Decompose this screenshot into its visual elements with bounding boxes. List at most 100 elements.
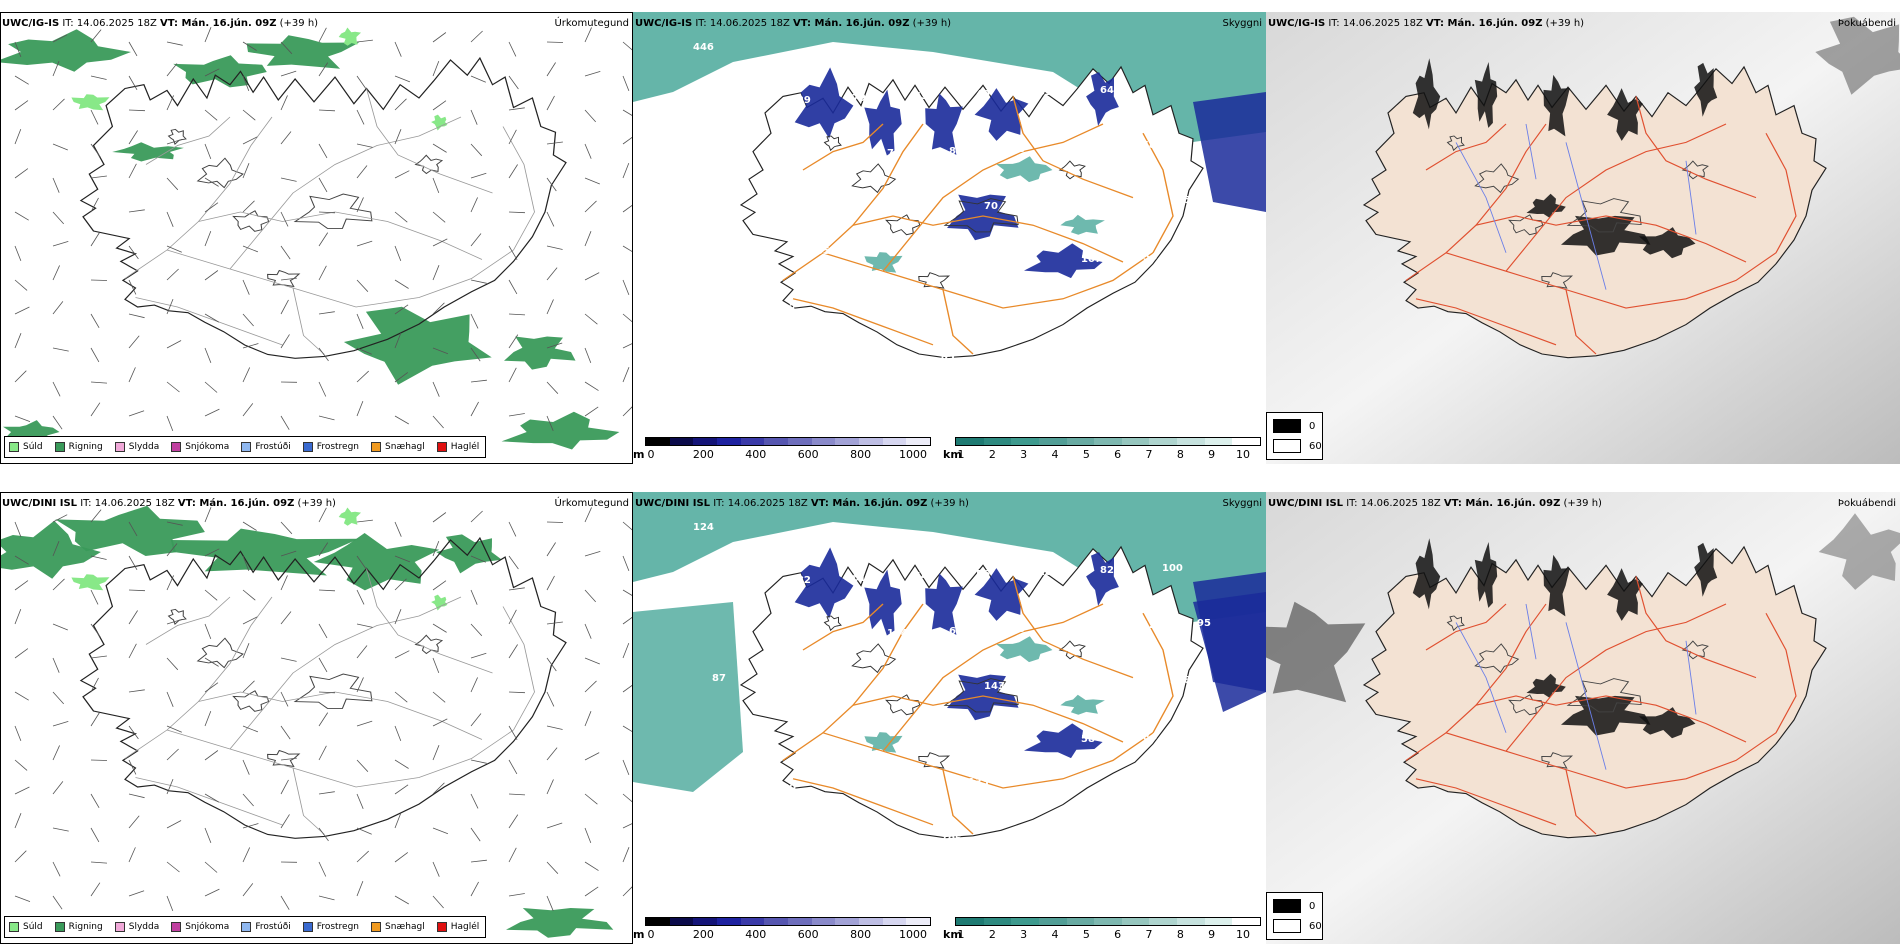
colorbar-ticks: 0 200 400 600 800 1000 bbox=[645, 928, 931, 942]
panel-variable-label: Skyggni bbox=[1222, 18, 1262, 29]
visibility-value-label: 75 bbox=[1205, 730, 1219, 741]
valid-time-label: VT: bbox=[160, 18, 179, 29]
colorbar-tick-label: 400 bbox=[745, 448, 767, 461]
legend-item: Snjókoma bbox=[171, 442, 229, 452]
colorbar-tick-label: 800 bbox=[850, 448, 872, 461]
legend-item: Frostregn bbox=[302, 442, 359, 452]
legend-label: Slydda bbox=[128, 442, 160, 452]
valid-time: Mán. 16.jún. 09Z bbox=[1444, 18, 1543, 29]
visibility-value-label: 50 bbox=[1046, 199, 1060, 210]
visibility-map bbox=[633, 492, 1266, 944]
lead-time: (+39 h) bbox=[1542, 18, 1585, 29]
valid-time-label: VT: bbox=[1426, 18, 1445, 29]
panel-precip-type-dini: UWC/DINI ISL IT: 14.06.2025 18Z VT: Mán.… bbox=[0, 492, 633, 944]
fog-legend-item: 0 bbox=[1273, 419, 1315, 433]
panel-header: UWC/IG-IS IT: 14.06.2025 18Z VT: Mán. 16… bbox=[635, 18, 951, 29]
valid-time: Mán. 16.jún. 09Z bbox=[828, 498, 928, 509]
legend-label: Rigning bbox=[68, 922, 103, 932]
lead-time: (+39 h) bbox=[276, 18, 319, 29]
legend-label: Snæhagl bbox=[385, 442, 425, 452]
visibility-value-label: 82 bbox=[879, 356, 893, 367]
colorbar-tick-label: 8 bbox=[1176, 448, 1184, 461]
precip-type-legend: Súld Rigning Slydda Snjókoma Frostúði Frostre… bbox=[4, 436, 487, 458]
visibility-value-label: 120 bbox=[1065, 830, 1086, 841]
fog-index-legend: 0 60 bbox=[1266, 412, 1323, 460]
colorbar-tick-label: 600 bbox=[797, 928, 819, 941]
visibility-value-label: 62 bbox=[720, 785, 734, 796]
colorbar-kilometers: km 1 2 3 4 5 6 7 8 9 10 bbox=[943, 437, 1263, 463]
visibility-value-label: 135 bbox=[1170, 195, 1191, 206]
legend-label: Haglél bbox=[450, 442, 480, 452]
valid-time: Mán. 16.jún. 09Z bbox=[1461, 498, 1561, 509]
panel-fog-index-dini: UWC/DINI ISL IT: 14.06.2025 18Z VT: Mán.… bbox=[1266, 492, 1900, 944]
visibility-value-label: 179 bbox=[747, 728, 768, 739]
colorbar-tick-label: 200 bbox=[692, 448, 714, 461]
visibility-value-label: 105 bbox=[941, 834, 962, 845]
legend-swatch bbox=[9, 922, 19, 932]
visibility-value-label: 72 bbox=[887, 148, 901, 159]
visibility-value-label: 316 bbox=[1073, 142, 1094, 153]
precip-type-legend: Súld Rigning Slydda Snjókoma Frostúði Frostre… bbox=[4, 916, 487, 938]
visibility-value-label: 60 bbox=[782, 783, 796, 794]
colorbar-gradient bbox=[955, 437, 1261, 446]
legend-swatch bbox=[114, 922, 125, 932]
legend-item: Súld bbox=[9, 442, 43, 452]
colorbar-kilometers: km 1 2 3 4 5 6 7 8 9 10 bbox=[943, 917, 1263, 943]
legend-swatch bbox=[171, 922, 182, 932]
legend-item: Frostúði bbox=[241, 442, 291, 452]
visibility-value-label: 55 bbox=[879, 836, 893, 847]
lead-time: (+39 h) bbox=[909, 18, 952, 29]
legend-label: Snjókoma bbox=[185, 922, 230, 932]
colorbar-tick-label: 2 bbox=[988, 448, 996, 461]
visibility-value-label: 54 bbox=[1143, 252, 1157, 263]
colorbar-ticks: 0 200 400 600 800 1000 bbox=[645, 448, 931, 462]
visibility-value-label: 158 bbox=[1135, 140, 1156, 151]
colorbar-unit: km bbox=[943, 928, 962, 941]
panel-header: UWC/DINI ISL IT: 14.06.2025 18Z VT: Mán.… bbox=[635, 498, 969, 509]
colorbar-tick-label: 4 bbox=[1051, 448, 1059, 461]
colorbar-tick-label: 0 bbox=[647, 448, 655, 461]
panel-variable-label: Úrkomutegund bbox=[554, 18, 629, 29]
visibility-value-label: 90 bbox=[906, 779, 920, 790]
visibility-value-label: 65 bbox=[949, 626, 963, 637]
issue-time: IT: 14.06.2025 18Z bbox=[77, 498, 178, 509]
legend-swatch bbox=[436, 922, 447, 932]
model-name: UWC/IG-IS bbox=[2, 18, 60, 29]
legend-swatch bbox=[54, 442, 65, 452]
visibility-value-label: 105 bbox=[809, 246, 830, 257]
legend-item: Slydda bbox=[114, 442, 160, 452]
fog-map bbox=[1266, 12, 1900, 464]
visibility-value-label: 65 bbox=[914, 91, 928, 102]
colorbar-gradient bbox=[955, 917, 1261, 926]
colorbar-tick-label: 7 bbox=[1145, 928, 1153, 941]
visibility-value-label: 124 bbox=[693, 522, 714, 533]
visibility-value-label: 95 bbox=[1197, 618, 1211, 629]
visibility-value-label: 87 bbox=[712, 673, 726, 684]
colorbar-tick-label: 10 bbox=[1236, 928, 1250, 941]
visibility-value-label: 92 bbox=[941, 354, 955, 365]
visibility-value-label: 63 bbox=[1108, 677, 1122, 688]
legend-label: Súld bbox=[23, 442, 43, 452]
visibility-value-label: 36 bbox=[1011, 624, 1025, 635]
visibility-value-label: 133 bbox=[968, 777, 989, 788]
fog-legend-label: 60 bbox=[1309, 440, 1322, 452]
visibility-value-label: 134 bbox=[887, 628, 908, 639]
colorbar-gradient bbox=[645, 437, 931, 446]
visibility-value-label: 40 bbox=[976, 89, 990, 100]
panel-header: UWC/IG-IS IT: 14.06.2025 18Z VT: Mán. 16… bbox=[2, 18, 318, 29]
colorbar-unit: km bbox=[943, 448, 962, 461]
colorbar-tick-label: 10 bbox=[1236, 448, 1250, 461]
colorbar-tick-label: 3 bbox=[1020, 928, 1028, 941]
visibility-value-label: 363 bbox=[1073, 622, 1094, 633]
valid-time: Mán. 16.jún. 09Z bbox=[195, 498, 295, 509]
panel-header: UWC/IG-IS IT: 14.06.2025 18Z VT: Mán. 16… bbox=[1268, 18, 1584, 29]
legend-item: Frostregn bbox=[302, 922, 359, 932]
visibility-value-label: 335 bbox=[871, 724, 892, 735]
visibility-value-label: 143 bbox=[984, 681, 1005, 692]
visibility-value-label: 11 bbox=[906, 299, 920, 310]
panel-header: UWC/DINI ISL IT: 14.06.2025 18Z VT: Mán.… bbox=[2, 498, 336, 509]
legend-label: Slydda bbox=[128, 922, 160, 932]
issue-time: IT: 14.06.2025 18Z bbox=[692, 18, 794, 29]
panel-variable-label: Þokuábendi bbox=[1837, 18, 1896, 29]
